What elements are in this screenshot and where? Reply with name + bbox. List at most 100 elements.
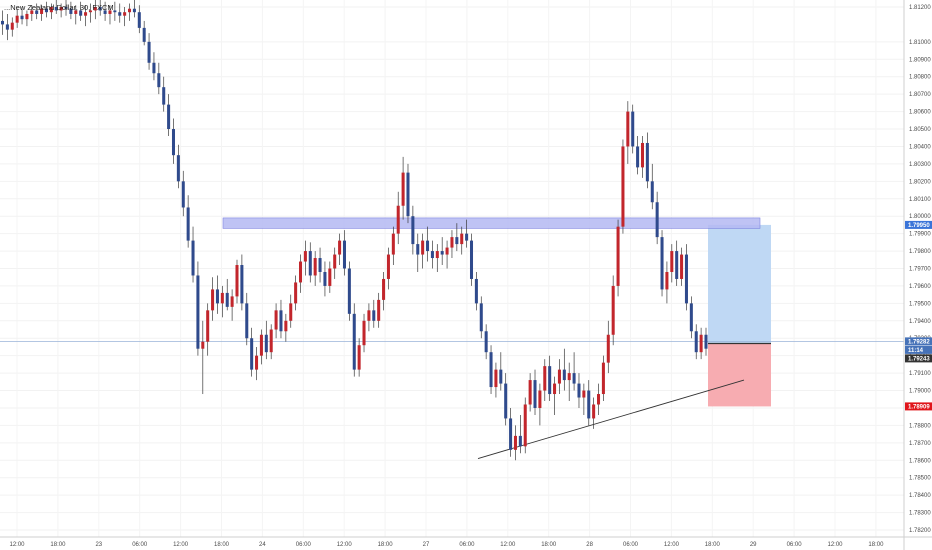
candle-body: [636, 146, 640, 168]
candle-body: [655, 202, 659, 238]
time-tick-label: 18:00: [378, 542, 394, 548]
price-tick-label: 1.80400: [909, 144, 931, 150]
price-tick-label: 1.79700: [909, 267, 931, 273]
candle-body: [240, 265, 244, 304]
candle-body: [230, 296, 234, 307]
candle-body: [352, 313, 356, 370]
price-tag-target-label: 1.79950: [908, 223, 930, 229]
candle-body: [128, 8, 132, 13]
candle-body: [308, 251, 312, 276]
candle-body: [357, 345, 361, 370]
candle-body: [84, 12, 88, 16]
price-tick-label: 1.80900: [909, 57, 931, 63]
price-tick-label: 1.80300: [909, 162, 931, 168]
candle-body: [597, 394, 601, 405]
candle-body: [406, 172, 410, 217]
trendline[interactable]: [477, 379, 745, 459]
candle-body: [553, 383, 557, 395]
price-tick-label: 1.79600: [909, 284, 931, 290]
candle-body: [665, 271, 669, 290]
candle-body: [670, 251, 674, 272]
candle-body: [10, 22, 14, 30]
time-tick-label: 12:00: [173, 542, 189, 548]
candle-body: [694, 331, 698, 353]
price-tick-label: 1.78800: [909, 423, 931, 429]
candle-body: [621, 146, 625, 227]
candle-body: [367, 310, 371, 321]
candle-body: [88, 10, 92, 13]
candle-body: [123, 12, 127, 16]
candle-body: [469, 240, 474, 279]
time-tick-label: 24: [259, 542, 266, 548]
price-tag-target: [905, 220, 932, 229]
time-tick-label: 18:00: [50, 542, 66, 548]
candle-body: [504, 383, 508, 419]
candle-body: [445, 247, 449, 255]
time-tick-label: 28: [586, 542, 593, 548]
candle-body: [318, 258, 322, 272]
candle-body: [426, 240, 430, 252]
candle-body: [509, 418, 513, 450]
candle-body: [74, 10, 78, 14]
candle-body: [518, 435, 522, 447]
price-tag-timer: [905, 345, 932, 354]
time-tick-label: 27: [423, 542, 430, 548]
time-tick-label: 18:00: [541, 542, 557, 548]
candle-body: [162, 87, 166, 105]
target-zone[interactable]: [708, 224, 771, 344]
candle-body: [396, 205, 400, 234]
candle-body: [450, 237, 454, 248]
candle-body: [377, 299, 381, 321]
candle-body: [543, 366, 547, 391]
price-tick-label: 1.79100: [909, 371, 931, 377]
price-tag-last-label: 1.79243: [908, 356, 930, 362]
candle-body: [206, 310, 210, 342]
time-tick-label: 18:00: [868, 542, 884, 548]
candle-body: [152, 62, 156, 74]
price-tag-stop-label: 1.78909: [908, 404, 930, 410]
candle-body: [250, 338, 254, 370]
candle-body: [548, 366, 552, 395]
price-tick-label: 1.78700: [909, 441, 931, 447]
candle-body: [157, 73, 161, 88]
candle-body: [118, 12, 122, 16]
symbol-title: ...New Zealand Dollar, 30, FXCM: [4, 3, 114, 12]
candle-body: [103, 10, 107, 14]
candle-body: [20, 15, 24, 20]
price-axis[interactable]: 1.81200 1.81000 1.80900 1.80800 1.80700 1.806…: [903, 0, 931, 550]
candle-body: [684, 254, 688, 304]
candle-body: [587, 390, 591, 419]
candle-body: [298, 261, 303, 283]
candle-layer: [0, 0, 708, 461]
time-tick-label: 06:00: [787, 542, 803, 548]
candle-body: [5, 24, 9, 30]
candle-body: [79, 10, 83, 16]
resistance-zone[interactable]: [222, 217, 761, 229]
candle-body: [303, 251, 307, 262]
candle-body: [689, 303, 693, 332]
time-axis[interactable]: 12:00 18:00 23 06:00 12:00 18:00 24 06:00 12:00 1…: [0, 536, 932, 548]
candle-body: [259, 334, 263, 356]
candle-body: [255, 355, 259, 370]
candle-body: [489, 352, 493, 388]
candle-body: [421, 240, 425, 255]
candle-body: [201, 341, 205, 349]
price-tick-label: 1.80500: [909, 127, 931, 133]
candle-body: [538, 390, 542, 408]
time-tick-label: 12:00: [664, 542, 680, 548]
price-tags: 1.79950 1.79282 11:14 1.79243 1.78909: [905, 220, 932, 411]
time-tick-label: 12:00: [500, 542, 516, 548]
candle-body: [64, 6, 68, 9]
candle-body: [347, 268, 351, 314]
candle-body: [660, 237, 664, 290]
candle-body: [455, 237, 459, 245]
stop-zone[interactable]: [708, 343, 771, 407]
candle-body: [269, 329, 273, 353]
candle-body: [108, 10, 112, 14]
candle-body: [675, 251, 679, 279]
candle-body: [592, 404, 596, 419]
candle-body: [289, 303, 293, 321]
price-tick-label: 1.80000: [909, 214, 931, 220]
time-tick-label: 18:00: [214, 542, 230, 548]
